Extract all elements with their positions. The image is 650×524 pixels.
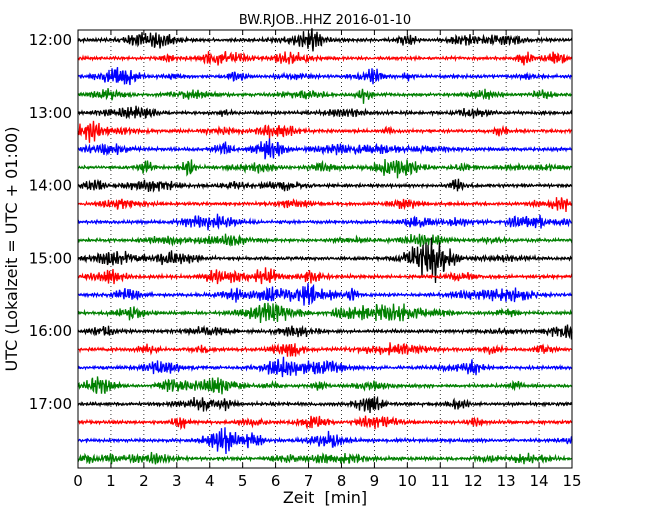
x-tick-label: 13: [497, 472, 516, 490]
trace-1245: [77, 88, 573, 104]
trace-1445: [77, 233, 573, 247]
y-tick-label: 16:00: [29, 322, 72, 340]
trace-1715: [77, 415, 573, 431]
trace-1600: [77, 324, 573, 340]
trace-1430: [77, 213, 573, 231]
x-tick-label: 3: [172, 472, 182, 490]
x-axis-label: Zeit [min]: [283, 488, 367, 507]
trace-1615: [77, 342, 573, 357]
x-tick-label: 11: [431, 472, 450, 490]
trace-1530: [77, 283, 573, 306]
seismic-traces: [77, 28, 573, 465]
x-tick-label: 9: [370, 472, 380, 490]
y-axis-label: UTC (Lokalzeit = UTC + 01:00): [2, 127, 21, 372]
trace-1500: [77, 237, 573, 284]
y-tick-label: 17:00: [29, 395, 72, 413]
x-tick-label: 8: [337, 472, 347, 490]
trace-1745: [77, 451, 573, 465]
trace-1230: [77, 67, 573, 86]
x-tick-label: 2: [139, 472, 149, 490]
x-tick-label: 0: [73, 472, 83, 490]
trace-1630: [77, 356, 573, 378]
trace-1700: [77, 395, 573, 413]
trace-1730: [77, 427, 573, 455]
trace-1545: [77, 302, 573, 324]
trace-1515: [77, 267, 573, 285]
x-tick-label: 14: [530, 472, 549, 490]
trace-1345: [77, 159, 573, 179]
plot-frame: [77, 29, 573, 469]
trace-1645: [77, 376, 573, 395]
y-tick-label: 14:00: [29, 177, 72, 195]
x-tick-label: 4: [205, 472, 215, 490]
trace-1315: [77, 120, 573, 143]
y-axis: 12:00 13:00 14:00 15:00 16:00 17:00: [29, 31, 572, 413]
trace-1215: [77, 50, 573, 66]
x-tick-label: 12: [464, 472, 483, 490]
x-tick-label: 5: [238, 472, 248, 490]
trace-1330: [77, 138, 573, 160]
y-tick-label: 15:00: [29, 249, 72, 267]
x-axis: 0 1 2 3 4 5 6 7 8 9 10 11 12 13 14 15: [73, 30, 582, 490]
chart-title: BW.RJOB..HHZ 2016-01-10: [239, 13, 411, 28]
x-tick-label: 7: [304, 472, 314, 490]
trace-1200: [77, 28, 573, 52]
x-tick-label: 10: [398, 472, 417, 490]
trace-1400: [77, 178, 573, 193]
x-tick-label: 6: [271, 472, 281, 490]
trace-1300: [77, 105, 573, 120]
y-tick-label: 13:00: [29, 104, 72, 122]
x-tick-label: 15: [562, 472, 581, 490]
y-tick-label: 12:00: [29, 31, 72, 49]
trace-1415: [77, 197, 573, 212]
x-tick-label: 1: [106, 472, 116, 490]
